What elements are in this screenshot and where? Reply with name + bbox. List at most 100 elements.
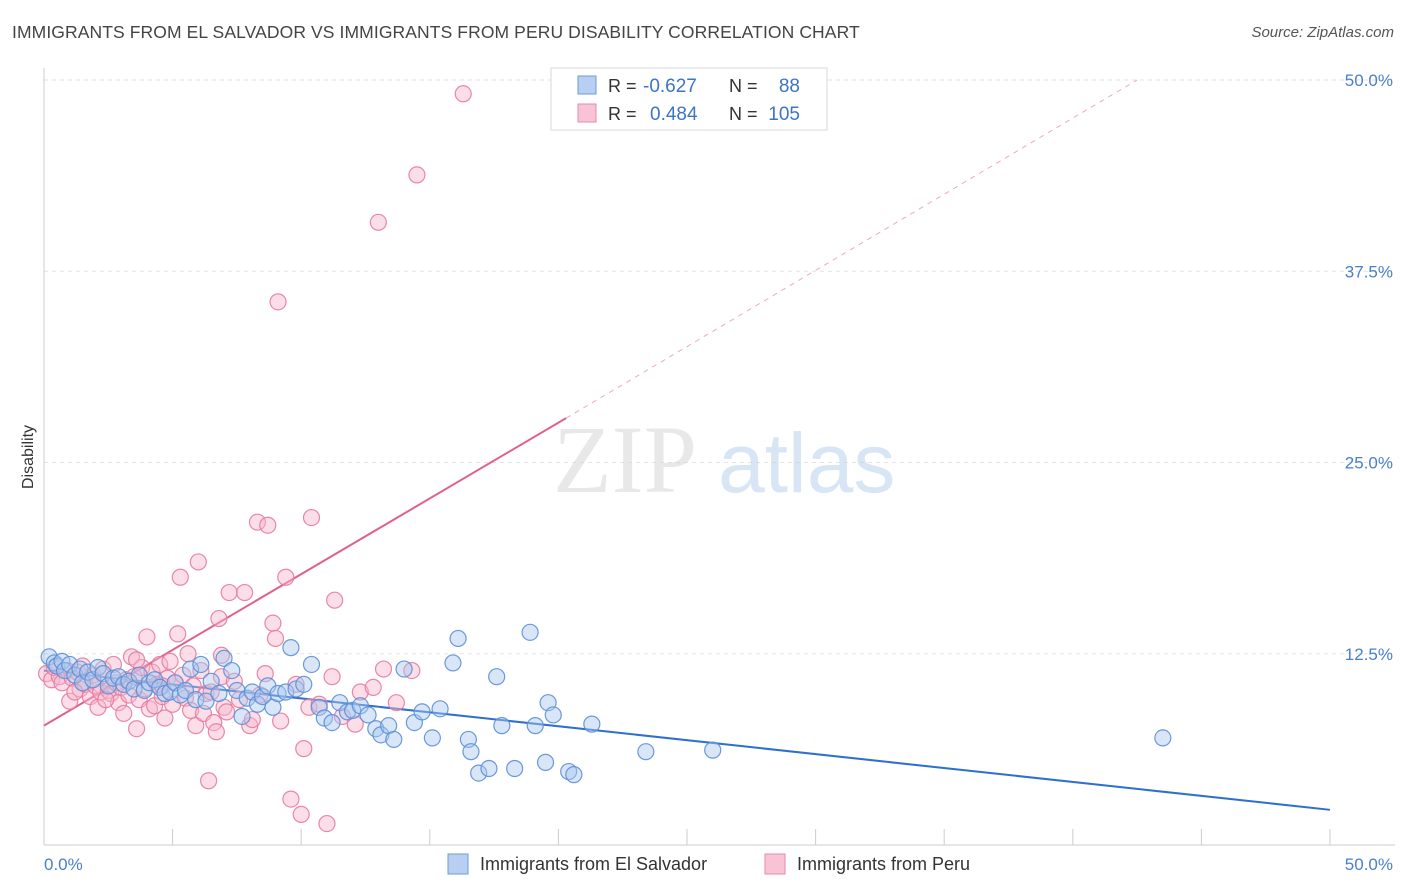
point-peru-90	[333, 707, 351, 726]
point-el-salvador-46	[277, 683, 295, 701]
point-peru-75	[264, 614, 282, 632]
point-peru-49	[179, 645, 197, 663]
point-el-salvador-78	[526, 717, 544, 735]
y-tick-label-0: 12.5%	[1345, 645, 1393, 664]
series-legend-label-pink: Immigrants from Peru	[797, 854, 970, 874]
point-peru-29	[127, 720, 146, 738]
point-peru-64	[218, 703, 236, 721]
point-el-salvador-58	[359, 706, 377, 724]
point-peru-89	[326, 591, 344, 609]
point-peru-24	[115, 704, 133, 723]
point-el-salvador-71	[462, 743, 480, 761]
trend-line-peru-extended	[565, 79, 1138, 419]
x-tick-labels: 0.0% 50.0%	[44, 855, 1393, 874]
grid-lines	[44, 79, 1395, 655]
point-el-salvador-35	[215, 649, 233, 667]
point-el-salvador-65	[413, 703, 431, 721]
point-peru-57	[200, 772, 218, 790]
point-el-salvador-16	[115, 675, 133, 693]
stats-n-label-pink: N =	[729, 104, 758, 124]
point-peru-45	[169, 625, 187, 643]
point-peru-79	[277, 568, 295, 586]
point-el-salvador-77	[521, 623, 539, 641]
point-peru-68	[236, 583, 254, 602]
point-el-salvador-49	[295, 675, 313, 693]
point-peru-80	[282, 790, 300, 808]
point-peru-87	[318, 814, 336, 833]
point-peru-83	[295, 740, 313, 758]
point-peru-98	[408, 166, 426, 184]
y-axis-label: Disability	[20, 425, 37, 489]
stats-n-label-blue: N =	[729, 76, 758, 96]
point-peru-50	[182, 701, 200, 719]
stats-swatch-pink	[577, 103, 597, 123]
point-el-salvador-51	[310, 698, 328, 716]
stats-r-value-pink: 0.484	[650, 104, 698, 125]
point-el-salvador-81	[544, 706, 562, 724]
point-peru-65	[220, 583, 238, 602]
point-peru-99	[454, 85, 472, 103]
point-peru-38	[151, 655, 169, 674]
point-peru-94	[374, 660, 393, 678]
point-el-salvador-33	[202, 672, 220, 690]
series-legend-swatch-blue	[447, 853, 469, 875]
point-peru-92	[351, 683, 369, 701]
stats-n-value-blue: 88	[779, 76, 800, 97]
point-peru-52	[187, 717, 205, 735]
point-el-salvador-84	[583, 715, 601, 733]
stats-r-value-blue: -0.627	[643, 76, 697, 97]
point-el-salvador-68	[444, 654, 462, 672]
point-peru-42	[161, 652, 179, 671]
point-el-salvador-29	[182, 660, 200, 678]
point-el-salvador-74	[488, 668, 506, 686]
series-legend: Immigrants from El Salvador Immigrants f…	[447, 853, 970, 875]
point-el-salvador-5	[61, 655, 79, 674]
x-tick-label-1: 50.0%	[1345, 855, 1393, 874]
point-el-salvador-67	[431, 700, 449, 718]
point-peru-40	[156, 709, 174, 727]
point-el-salvador-76	[506, 759, 524, 778]
point-el-salvador-82	[560, 762, 578, 781]
point-el-salvador-32	[197, 692, 215, 710]
point-el-salvador-79	[536, 753, 555, 771]
y-tick-label-1: 25.0%	[1345, 454, 1393, 473]
point-el-salvador-86	[704, 741, 722, 759]
point-el-salvador-83	[565, 766, 583, 784]
y-tick-label-2: 37.5%	[1345, 262, 1393, 281]
point-el-salvador-8	[73, 674, 92, 692]
point-el-salvador-27	[171, 686, 189, 704]
point-el-salvador-34	[210, 684, 228, 703]
point-peru-104	[212, 646, 231, 664]
point-peru-74	[259, 516, 277, 534]
point-peru-34	[140, 700, 159, 718]
point-peru-70	[243, 710, 261, 729]
watermark: ZIP atlas	[553, 406, 895, 513]
point-peru-62	[212, 668, 231, 686]
point-peru-88	[323, 668, 341, 686]
point-el-salvador-85	[637, 743, 655, 761]
point-el-salvador-72	[470, 764, 488, 782]
point-peru-77	[269, 293, 287, 311]
point-el-salvador-38	[233, 707, 251, 726]
stats-n-value-pink: 105	[768, 104, 800, 125]
point-el-salvador-36	[223, 661, 241, 680]
point-el-salvador-66	[423, 729, 441, 747]
point-el-salvador-69	[449, 629, 467, 648]
point-peru-91	[346, 715, 364, 733]
data-points	[37, 85, 1172, 833]
point-el-salvador-87	[1154, 729, 1172, 747]
point-peru-103	[127, 651, 146, 669]
y-tick-labels: 12.5% 25.0% 37.5% 50.0%	[1345, 71, 1393, 664]
series-legend-swatch-pink	[764, 853, 786, 875]
y-tick-label-3: 50.0%	[1345, 71, 1393, 90]
point-peru-78	[272, 712, 290, 730]
x-tick-label-0: 0.0%	[44, 855, 83, 874]
stats-r-label-blue: R =	[608, 76, 637, 96]
point-peru-27	[122, 648, 141, 666]
point-el-salvador-50	[302, 655, 321, 674]
point-el-salvador-73	[480, 759, 498, 778]
watermark-atlas: atlas	[718, 416, 895, 510]
point-peru-82	[292, 805, 310, 824]
stats-r-label-pink: R =	[608, 104, 637, 124]
